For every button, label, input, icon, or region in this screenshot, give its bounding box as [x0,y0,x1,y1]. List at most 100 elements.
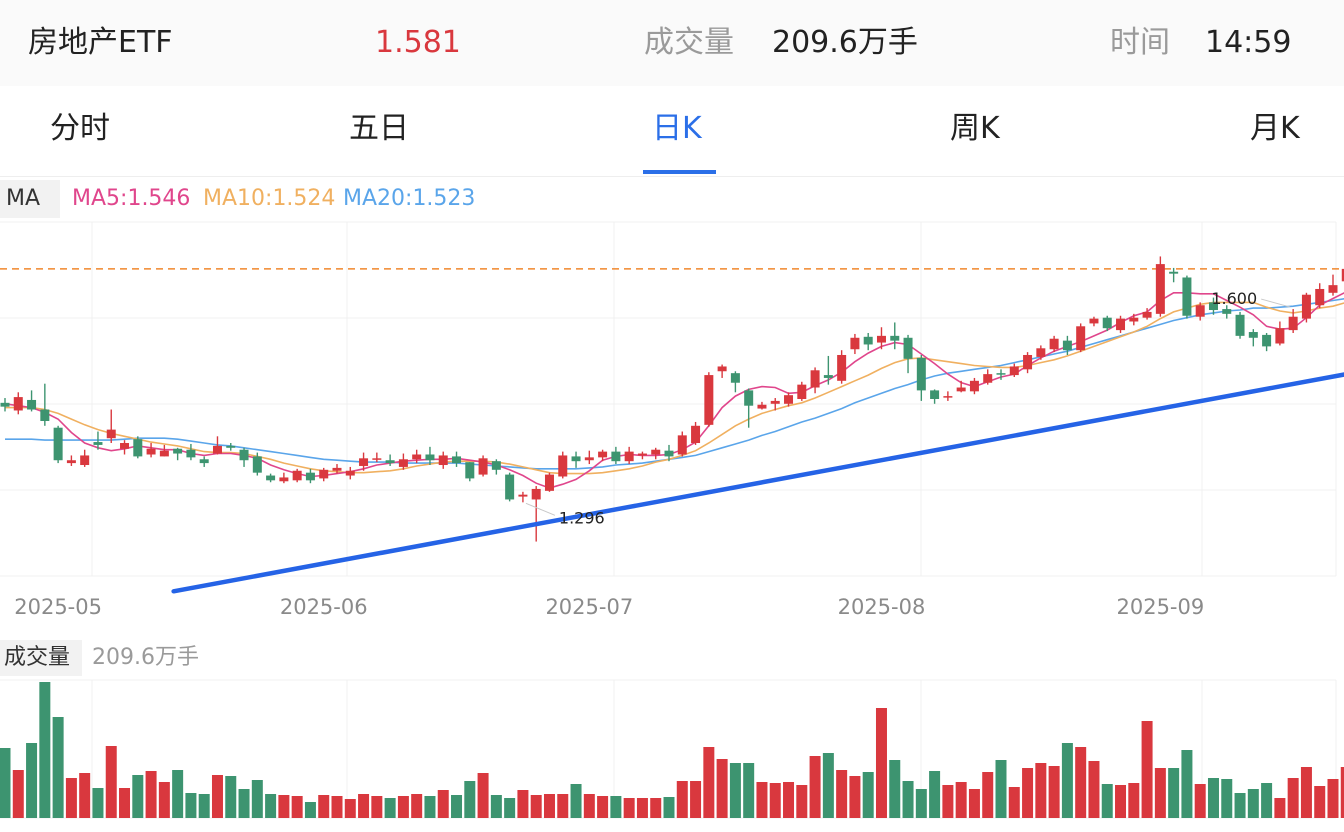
candle-body [1142,311,1152,318]
tab-weekly-k[interactable]: 周K [950,111,1000,146]
volume-bar [185,793,197,818]
volume-bar [39,682,51,818]
candle-body [598,451,608,458]
candle-body [1248,332,1258,338]
x-tick-label: 2025-08 [838,595,926,619]
candle-body [120,443,130,449]
volume-bar [331,796,343,818]
x-tick-label: 2025-09 [1116,595,1204,619]
volume-bar [1154,768,1166,818]
candle-body [133,439,143,457]
volume-bar [1035,763,1047,818]
volume-bar [172,770,184,818]
tab-monthly-k[interactable]: 月K [1250,111,1300,146]
candle-body [1089,318,1099,324]
candle-body [531,488,541,500]
candle-body [279,477,289,482]
candle-body [664,450,674,457]
volume-bar [902,781,914,818]
candle-body [1195,305,1205,317]
candle-body [1062,340,1072,351]
candle-body [624,451,634,462]
volume-bar [995,760,1007,818]
volume-bar [1141,721,1153,818]
volume-bar [597,796,609,818]
candle-body [186,449,196,458]
tab-five-day[interactable]: 五日 [349,111,409,146]
volume-bar [265,794,277,818]
candle-body [505,474,515,500]
volume-bar [1327,779,1339,818]
candle-body [1009,366,1019,376]
high-leader-line [1261,298,1291,308]
volume-bar [437,790,449,818]
tab-daily-k[interactable]: 日K [652,111,702,146]
candle-body [1169,271,1179,274]
candle-body [1023,354,1033,370]
volume-bar [1247,789,1259,818]
volume-bar [743,763,755,818]
volume-bar [557,794,569,818]
volume-bar [690,781,702,818]
ma-indicator-tag[interactable]: MA [0,180,60,218]
volume-bar [26,743,38,818]
x-tick-label: 2025-07 [545,595,633,619]
candle-body [1129,317,1139,322]
volume-bar [145,771,157,818]
candle-body [1341,268,1344,282]
time-value: 14:59 [1205,25,1292,60]
candle-body [1076,326,1086,351]
volume-bar [809,756,821,818]
candle-body [266,475,276,481]
candle-body [1288,316,1298,331]
candle-body [956,387,966,392]
volume-bar [769,783,781,818]
candle-body [173,448,183,454]
volume-bar [451,795,463,818]
volume-indicator-tag[interactable]: 成交量 [0,640,82,676]
candle-body [584,457,594,461]
volume-bar [1207,778,1219,818]
candle-body [66,460,76,464]
candle-body [823,375,833,378]
volume-bar [1194,784,1206,818]
candle-body [13,397,23,411]
volume-bar [836,770,848,818]
candle-body [319,469,329,479]
volume-value: 209.6万手 [772,25,918,60]
volume-bar [1128,783,1140,818]
last-price: 1.581 [375,25,461,60]
volume-bar [1115,785,1127,818]
candle-body [1049,338,1059,350]
candle-body [983,374,993,383]
volume-bar [464,781,476,818]
volume-bar [1340,767,1344,818]
candle-body [226,445,236,448]
candle-body [212,445,222,454]
volume-bar [291,796,303,818]
candle-body [558,455,568,477]
candle-body [637,453,647,456]
ma10-line [5,301,1344,475]
volume-bar [397,796,409,818]
candle-body [93,442,103,445]
x-tick-label: 2025-05 [14,595,102,619]
candle-body [850,337,860,350]
volume-bar [889,760,901,818]
candle-body [876,335,886,343]
volume-bar [318,795,330,818]
security-name: 房地产ETF [28,25,173,60]
volume-bar [703,747,715,818]
ma5-value: MA5:1.546 [72,186,191,211]
candle-body [996,373,1006,375]
candle-body [677,435,687,455]
volume-bar [92,788,104,818]
volume-bar [543,794,555,818]
volume-bar [1287,778,1299,818]
tab-intraday[interactable]: 分时 [50,111,110,146]
ma20-line [5,298,1344,470]
candle-body [398,459,408,467]
candle-body [1102,317,1112,329]
candle-body [890,335,900,341]
